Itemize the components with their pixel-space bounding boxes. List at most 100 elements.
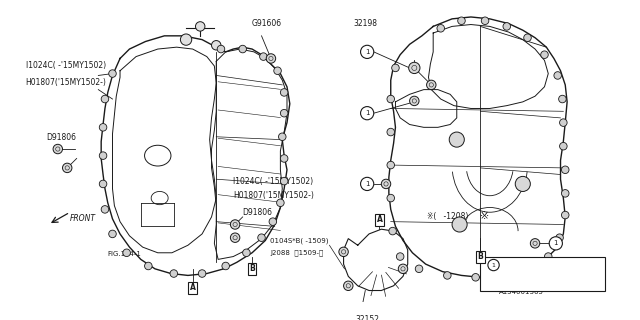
Circle shape [429,83,433,87]
Text: 1: 1 [365,110,369,116]
Text: J2088  〈1509-）: J2088 〈1509-） [270,250,323,256]
Text: D91806: D91806 [243,208,273,217]
Circle shape [481,17,489,25]
Text: H01807('15MY1502-): H01807('15MY1502-) [233,191,314,200]
Circle shape [452,217,467,232]
Circle shape [280,89,288,96]
Circle shape [360,177,374,190]
Circle shape [109,230,116,238]
Circle shape [355,304,364,313]
Circle shape [533,241,537,245]
Text: H01807('15MY1502-): H01807('15MY1502-) [26,78,107,87]
Circle shape [415,265,423,273]
Circle shape [346,284,351,288]
Text: FRONT: FRONT [70,214,96,223]
Text: A154001365: A154001365 [499,289,544,295]
Circle shape [401,267,405,271]
Circle shape [243,249,250,257]
Text: I1024C( -'15MY1502): I1024C( -'15MY1502) [233,177,314,186]
Circle shape [488,260,499,271]
Circle shape [524,34,531,42]
Circle shape [99,124,107,131]
Circle shape [217,45,225,53]
Circle shape [561,189,569,197]
Circle shape [109,70,116,77]
Circle shape [170,270,177,277]
Text: J20635（1509- ）: J20635（1509- ） [511,279,563,285]
Circle shape [266,54,276,63]
Circle shape [230,233,240,243]
Text: FIG.154-1: FIG.154-1 [108,251,141,257]
Circle shape [198,270,206,277]
Circle shape [239,45,246,53]
Circle shape [65,166,69,170]
Circle shape [427,80,436,90]
Circle shape [458,17,465,25]
Circle shape [280,155,288,162]
Circle shape [525,265,533,273]
Circle shape [561,211,569,219]
Text: ※(   -1208): ※( -1208) [428,212,469,221]
Text: I1024C( -'15MY1502): I1024C( -'15MY1502) [26,61,106,70]
Circle shape [360,107,374,120]
Circle shape [258,234,266,242]
Circle shape [269,218,276,225]
Circle shape [444,272,451,279]
Circle shape [342,250,346,254]
Text: 1: 1 [492,262,495,268]
Circle shape [531,239,540,248]
Circle shape [449,132,464,147]
Circle shape [556,234,563,242]
Circle shape [339,247,348,257]
Circle shape [230,220,240,229]
Circle shape [269,56,273,60]
Circle shape [101,206,109,213]
Circle shape [387,128,394,136]
Circle shape [554,72,561,79]
Text: 1: 1 [365,49,369,55]
Circle shape [274,67,282,75]
Circle shape [222,262,230,270]
Circle shape [545,253,552,260]
Circle shape [56,147,60,151]
Circle shape [412,65,417,70]
Circle shape [233,222,237,227]
Circle shape [195,22,205,31]
Circle shape [387,194,394,202]
Text: A: A [376,215,382,224]
Circle shape [398,264,408,274]
Circle shape [99,180,107,188]
Circle shape [559,95,566,103]
Circle shape [561,166,569,173]
Circle shape [360,45,374,59]
Circle shape [212,41,221,50]
Circle shape [472,274,479,281]
Circle shape [233,236,237,240]
Circle shape [559,142,567,150]
Circle shape [503,23,511,30]
Circle shape [515,176,531,191]
Circle shape [280,109,288,117]
Circle shape [541,51,548,59]
Text: A: A [189,283,196,292]
Bar [481,257,605,291]
Circle shape [549,237,563,250]
Circle shape [387,95,394,103]
Circle shape [389,227,396,235]
Circle shape [396,253,404,260]
Text: B: B [249,264,255,273]
Circle shape [101,95,109,103]
Circle shape [410,96,419,106]
Circle shape [260,53,267,60]
Text: J60697（ -1509）: J60697（ -1509） [511,263,563,269]
Text: 0104S*B( -1509): 0104S*B( -1509) [270,237,328,244]
Text: D91806: D91806 [47,132,76,141]
Text: 32152: 32152 [356,315,380,320]
Circle shape [392,64,399,72]
Circle shape [412,99,417,103]
Circle shape [63,163,72,172]
Circle shape [280,177,288,185]
Circle shape [344,281,353,291]
Text: G91606: G91606 [252,20,282,28]
Circle shape [278,133,286,140]
